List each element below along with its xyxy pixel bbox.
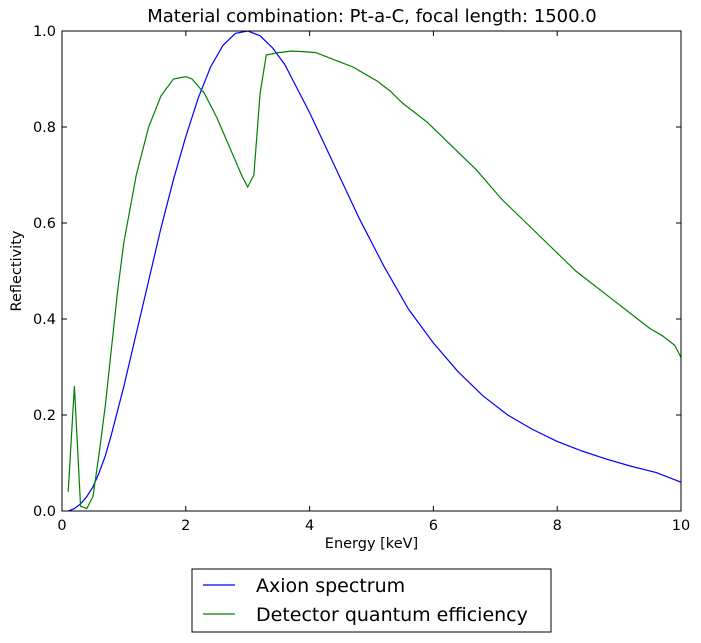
y-axis-label: Reflectivity bbox=[9, 230, 25, 311]
y-tick-label: 0.4 bbox=[33, 312, 56, 328]
y-tick-label: 0.6 bbox=[33, 216, 56, 232]
x-tick-label: 0 bbox=[57, 518, 66, 534]
x-tick-label: 8 bbox=[553, 518, 562, 534]
y-tick-label: 0.8 bbox=[33, 120, 56, 136]
legend-label-axion: Axion spectrum bbox=[256, 575, 405, 597]
legend-label-detector: Detector quantum efficiency bbox=[256, 604, 528, 626]
series-line-1 bbox=[67, 50, 681, 510]
x-tick-label: 2 bbox=[181, 518, 190, 534]
x-tick-label: 4 bbox=[305, 518, 314, 534]
chart-title: Material combination: Pt-a-C, focal leng… bbox=[147, 6, 597, 27]
legend: Axion spectrum Detector quantum efficien… bbox=[191, 568, 552, 633]
series-line-0 bbox=[67, 31, 681, 511]
x-tick-label: 10 bbox=[672, 518, 690, 534]
y-tick-label: 0.0 bbox=[33, 504, 56, 520]
y-tick-label: 0.2 bbox=[33, 408, 56, 424]
y-tick-label: 1.0 bbox=[33, 24, 56, 40]
x-tick-label: 6 bbox=[429, 518, 438, 534]
x-axis-label: Energy [keV] bbox=[325, 536, 418, 552]
plot-frame bbox=[61, 30, 682, 512]
legend-box bbox=[191, 568, 552, 633]
